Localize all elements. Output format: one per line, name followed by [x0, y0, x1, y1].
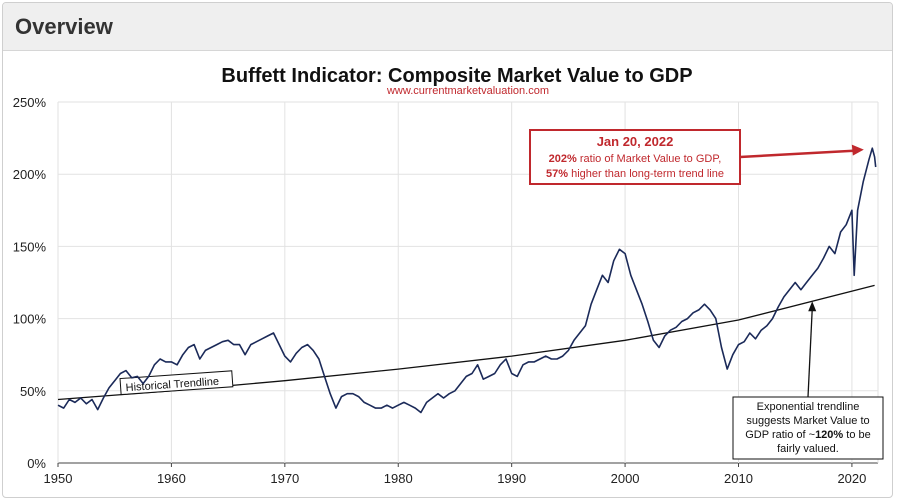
annotation-line1: 202% ratio of Market Value to GDP, [549, 153, 722, 165]
annotation-trend-line1: Exponential trendline [757, 401, 860, 413]
y-tick-label: 200% [13, 167, 47, 182]
chart-title: Buffett Indicator: Composite Market Valu… [221, 65, 692, 87]
x-tick-label: 2000 [611, 471, 640, 486]
panel-header: Overview [3, 3, 892, 51]
annotation-box-latest [529, 129, 741, 185]
y-tick-label: 150% [13, 239, 47, 254]
annotations-group: Jan 20, 2022 202% ratio of Market Value t… [529, 129, 884, 460]
x-tick-label: 1950 [44, 471, 73, 486]
annotation-arrowhead-trend [808, 301, 817, 312]
annotation-box-trend [732, 396, 884, 460]
annotation-date: Jan 20, 2022 [597, 134, 674, 149]
annotation-trend-line2: suggests Market Value to [746, 415, 869, 427]
axis-ticks: 0% 50% 100% 150% 200% 250% 1950 1960 1970 1980 199… [13, 95, 867, 486]
panel-title: Overview [15, 13, 113, 39]
x-tick-label: 1990 [497, 471, 526, 486]
x-tick-label: 1960 [157, 471, 186, 486]
x-tick-label: 1980 [384, 471, 413, 486]
annotation-line2: 57% higher than long-term trend line [546, 168, 724, 180]
y-tick-label: 100% [13, 312, 47, 327]
series-group [57, 147, 877, 414]
x-tick-label: 2020 [837, 471, 866, 486]
annotation-trend-line3: GDP ratio of ~120% to be [745, 429, 870, 441]
y-tick-label: 50% [20, 384, 46, 399]
market-value-to-gdp-line [57, 147, 877, 414]
annotation-arrow-trend [807, 309, 813, 398]
annotation-trend-line4: fairly valued. [777, 443, 839, 455]
annotation-arrowhead-latest [851, 144, 864, 156]
x-tick-label: 1970 [270, 471, 299, 486]
annotation-arrow-latest [739, 149, 856, 159]
x-tick-label: 2010 [724, 471, 753, 486]
y-tick-label: 0% [27, 456, 46, 471]
trendline-group: Historical Trendline [57, 284, 875, 401]
y-tick-label: 250% [13, 95, 47, 110]
chart-subtitle: www.currentmarketvaluation.com [386, 85, 549, 97]
